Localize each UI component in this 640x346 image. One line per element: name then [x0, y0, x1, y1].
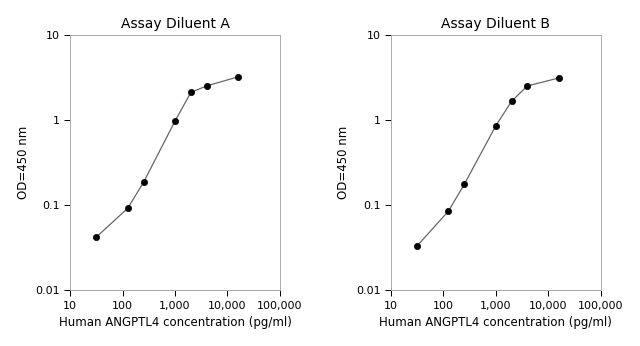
Y-axis label: OD=450 nm: OD=450 nm	[337, 126, 350, 199]
X-axis label: Human ANGPTL4 concentration (pg/ml): Human ANGPTL4 concentration (pg/ml)	[380, 316, 612, 329]
Title: Assay Diluent B: Assay Diluent B	[441, 17, 550, 31]
Title: Assay Diluent A: Assay Diluent A	[120, 17, 230, 31]
X-axis label: Human ANGPTL4 concentration (pg/ml): Human ANGPTL4 concentration (pg/ml)	[59, 316, 291, 329]
Y-axis label: OD=450 nm: OD=450 nm	[17, 126, 29, 199]
